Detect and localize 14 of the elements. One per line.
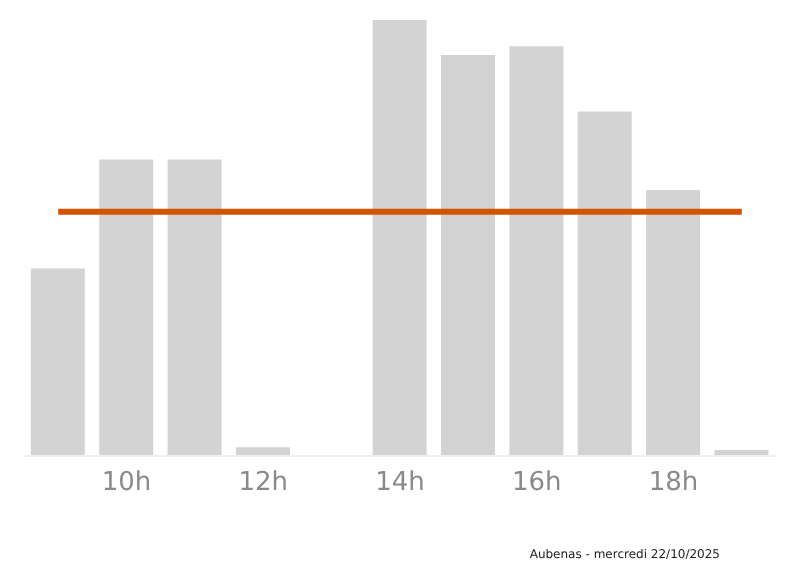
- bar: [372, 20, 427, 456]
- bar: [646, 190, 701, 456]
- x-tick-label: 16h: [511, 468, 562, 499]
- x-tick-label: 12h: [238, 468, 289, 499]
- x-tick-label: 14h: [375, 468, 425, 499]
- bar: [441, 54, 496, 456]
- bar: [99, 159, 154, 456]
- x-tick-label: 18h: [648, 468, 699, 499]
- bar: [167, 159, 222, 456]
- bar: [235, 447, 290, 456]
- bar: [509, 46, 564, 456]
- bar: [577, 111, 632, 456]
- x-tick-label: 10h: [101, 468, 152, 499]
- bar: [30, 268, 85, 456]
